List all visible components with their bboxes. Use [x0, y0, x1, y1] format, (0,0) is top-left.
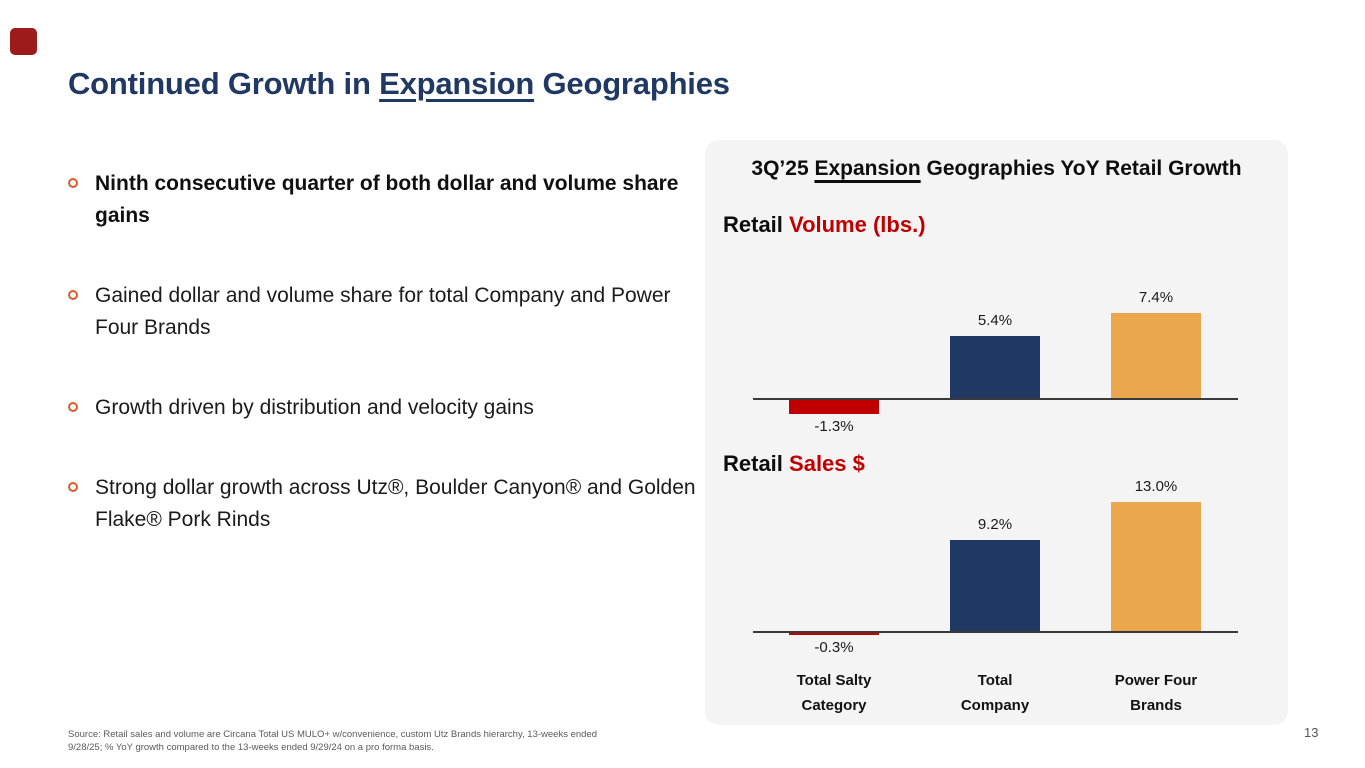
sales-chart-heading: Retail Sales $	[723, 451, 865, 477]
bullet-circle-icon	[68, 178, 78, 188]
bullet-circle-icon	[68, 482, 78, 492]
bullet-text: Growth driven by distribution and veloci…	[95, 396, 534, 419]
page-title: Continued Growth in Expansion Geographie…	[68, 66, 730, 102]
volume-chart-heading: Retail Volume (lbs.)	[723, 212, 926, 238]
bar-value-label: 13.0%	[1134, 478, 1178, 495]
chart-panel-title: 3Q’25 Expansion Geographies YoY Retail G…	[705, 157, 1288, 181]
bullet-circle-icon	[68, 402, 78, 412]
bar-power-four-brands	[1111, 502, 1201, 632]
bullet-item: Growth driven by distribution and veloci…	[68, 392, 698, 424]
panel-title-underlined-word: Expansion	[814, 157, 921, 180]
bar-total-salty-category	[789, 399, 879, 415]
bullet-circle-icon	[68, 290, 78, 300]
sales-heading-red: Sales $	[789, 451, 865, 476]
title-pre: Continued Growth in	[68, 66, 380, 101]
bar-total-company	[950, 540, 1040, 632]
bar-total-company	[950, 336, 1040, 399]
bullet-text: Gained dollar and volume share for total…	[95, 284, 671, 339]
title-post: Geographies	[534, 66, 731, 101]
source-footnote: Source: Retail sales and volume are Circ…	[68, 729, 597, 753]
volume-heading-black: Retail	[723, 212, 790, 237]
bullet-text: Ninth consecutive quarter of both dollar…	[95, 172, 679, 227]
bullet-item: Ninth consecutive quarter of both dollar…	[68, 168, 698, 232]
category-label-power-four: Power Four Brands	[1114, 672, 1198, 714]
bar-value-label: 9.2%	[977, 516, 1013, 533]
volume-heading-red: Volume (lbs.)	[789, 212, 926, 237]
sales-chart-axis	[753, 631, 1238, 633]
bullet-text: Strong dollar growth across Utz®, Boulde…	[95, 476, 696, 531]
title-underlined-word: Expansion	[379, 66, 535, 101]
page-number: 13	[1304, 725, 1319, 740]
bullet-item: Strong dollar growth across Utz®, Boulde…	[68, 472, 698, 536]
bullet-item: Gained dollar and volume share for total…	[68, 280, 698, 344]
panel-title-pre: 3Q’25	[751, 157, 815, 180]
volume-chart: -1.3% 5.4% 7.4%	[705, 140, 1288, 725]
bar-value-label: 7.4%	[1138, 289, 1174, 307]
sales-chart: -0.3% 9.2% 13.0%	[705, 140, 1288, 725]
bar-power-four-brands	[1111, 313, 1201, 399]
volume-chart-axis	[753, 398, 1238, 400]
category-label-total-salty: Total Salty Category	[796, 672, 872, 714]
bar-value-label: -1.3%	[814, 418, 854, 436]
bar-total-salty-category	[789, 632, 879, 635]
logo-mark	[10, 28, 37, 55]
category-label-total-company: Total Company	[960, 672, 1030, 714]
sales-heading-black: Retail	[723, 451, 790, 476]
panel-title-post: Geographies YoY Retail Growth	[920, 157, 1242, 180]
chart-panel: 3Q’25 Expansion Geographies YoY Retail G…	[705, 140, 1288, 725]
bar-value-label: -0.3%	[814, 639, 854, 656]
bullet-list: Ninth consecutive quarter of both dollar…	[68, 168, 698, 536]
bar-value-label: 5.4%	[977, 312, 1013, 330]
